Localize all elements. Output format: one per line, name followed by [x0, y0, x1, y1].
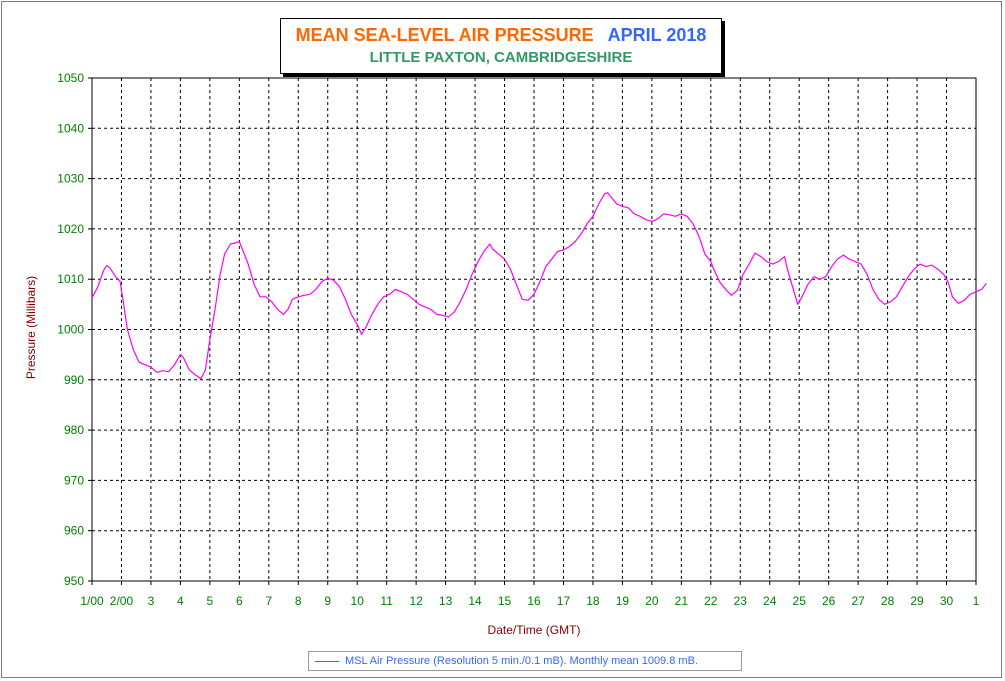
- x-tick-label: 21: [675, 594, 689, 608]
- x-tick-label: 26: [822, 594, 836, 608]
- y-tick-label: 970: [64, 473, 84, 487]
- x-tick-label: 16: [527, 594, 541, 608]
- x-tick-label: 2/00: [110, 594, 134, 608]
- x-tick-label: 14: [468, 594, 482, 608]
- legend: MSL Air Pressure (Resolution 5 min./0.1 …: [308, 651, 742, 671]
- y-tick-label: 1050: [57, 71, 84, 85]
- x-tick-label: 12: [409, 594, 423, 608]
- x-tick-label: 25: [793, 594, 807, 608]
- y-tick-label: 1010: [57, 272, 84, 286]
- y-tick-label: 990: [64, 373, 84, 387]
- series-line-msl-pressure: [91, 192, 987, 380]
- x-tick-label: 27: [851, 594, 865, 608]
- x-tick-label: 10: [351, 594, 365, 608]
- x-tick-label: 4: [177, 594, 184, 608]
- x-tick-label: 19: [616, 594, 630, 608]
- y-tick-label: 1040: [57, 121, 84, 135]
- x-tick-label: 28: [881, 594, 895, 608]
- x-tick-label: 9: [324, 594, 331, 608]
- x-tick-label: 20: [645, 594, 659, 608]
- x-tick-label: 7: [265, 594, 272, 608]
- x-tick-label: 3: [148, 594, 155, 608]
- y-tick-label: 1030: [57, 172, 84, 186]
- chart-title-date: APRIL 2018: [607, 25, 707, 45]
- legend-swatch: [315, 660, 339, 662]
- x-tick-label: 1/00: [80, 594, 104, 608]
- x-tick-label: 1: [973, 594, 980, 608]
- chart-title-line: MEAN SEA-LEVEL AIR PRESSURE APRIL 2018: [281, 25, 721, 46]
- grid-layer: [91, 77, 977, 582]
- legend-label: MSL Air Pressure (Resolution 5 min./0.1 …: [345, 655, 698, 667]
- y-tick-label: 980: [64, 423, 84, 437]
- y-tick-label: 960: [64, 524, 84, 538]
- x-tick-label: 18: [586, 594, 600, 608]
- axis-layer: 9509609709809901000101010201030104010501…: [57, 71, 979, 608]
- x-tick-label: 15: [498, 594, 512, 608]
- x-tick-label: 30: [940, 594, 954, 608]
- x-tick-label: 5: [207, 594, 214, 608]
- y-tick-label: 1020: [57, 222, 84, 236]
- x-tick-label: 22: [704, 594, 718, 608]
- x-tick-label: 13: [439, 594, 453, 608]
- chart-subtitle: LITTLE PAXTON, CAMBRIDGESHIRE: [369, 49, 633, 66]
- x-tick-label: 24: [763, 594, 777, 608]
- x-tick-label: 29: [910, 594, 924, 608]
- series-layer: [91, 192, 987, 380]
- chart-title-box: MEAN SEA-LEVEL AIR PRESSURE APRIL 2018 LI…: [280, 18, 722, 74]
- x-tick-label: 11: [380, 594, 393, 608]
- x-tick-label: 23: [734, 594, 748, 608]
- x-tick-label: 8: [295, 594, 302, 608]
- y-axis-title: Pressure (Millibars): [24, 276, 38, 379]
- x-tick-label: 6: [236, 594, 243, 608]
- x-tick-label: 17: [557, 594, 571, 608]
- chart-title: MEAN SEA-LEVEL AIR PRESSURE: [295, 25, 594, 45]
- x-axis-title: Date/Time (GMT): [488, 623, 581, 637]
- y-tick-label: 950: [64, 574, 84, 588]
- y-tick-label: 1000: [57, 323, 84, 337]
